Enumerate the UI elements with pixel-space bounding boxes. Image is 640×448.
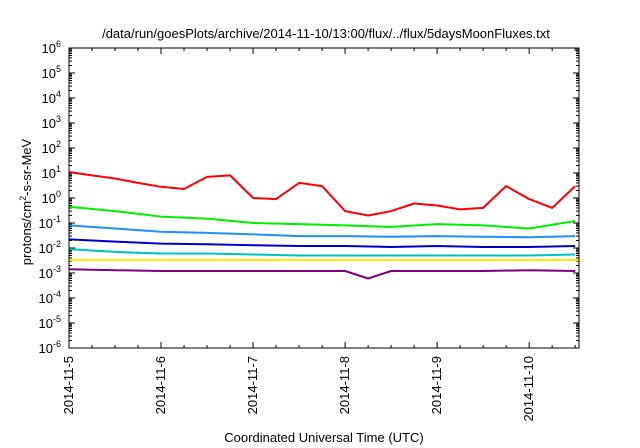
y-tick-label: 10-6 [39, 339, 61, 356]
y-tick-exponent: -4 [53, 289, 61, 299]
y-tick-base: 10 [39, 241, 53, 256]
y-tick-base: 10 [42, 116, 56, 131]
series-line-3 [68, 224, 576, 239]
y-tick-exponent: 1 [56, 164, 61, 174]
y-tick-base: 10 [39, 216, 53, 231]
y-tick-base: 10 [42, 166, 56, 181]
x-tick-label: 2014-11-10 [521, 356, 536, 422]
y-tick-label: 103 [42, 114, 61, 131]
y-tick-exponent: 6 [56, 39, 61, 49]
y-tick-base: 10 [42, 91, 56, 106]
y-tick-exponent: -1 [53, 214, 61, 224]
series-line-7 [68, 268, 576, 280]
x-tick-label: 2014-11-6 [153, 356, 168, 414]
y-axis: 10610510410310210110010-110-210-310-410-… [39, 39, 579, 356]
x-axis: 2014-11-5 2014-11-6 2014-11-7 2014-11-8 2014… [61, 48, 576, 422]
x-tick-label: 2014-11-7 [245, 356, 260, 414]
y-axis-label-suffix: -s-sr-MeV [19, 138, 34, 195]
y-tick-exponent: 0 [56, 189, 61, 199]
y-tick-exponent: -3 [53, 264, 61, 274]
x-axis-label: Coordinated Universal Time (UTC) [224, 430, 423, 445]
y-tick-base: 10 [42, 41, 56, 56]
y-tick-exponent: -5 [53, 314, 61, 324]
y-tick-label: 105 [42, 64, 61, 81]
y-tick-label: 104 [42, 89, 61, 106]
y-tick-exponent: 2 [56, 139, 61, 149]
x-tick-label: 2014-11-9 [429, 356, 444, 414]
x-tick-label: 2014-11-8 [337, 356, 352, 414]
y-tick-label: 10-1 [39, 214, 61, 231]
series-line-5 [68, 248, 576, 257]
y-tick-exponent: -2 [53, 239, 61, 249]
y-tick-base: 10 [42, 141, 56, 156]
y-tick-label: 100 [42, 189, 61, 206]
x-tick-label: 2014-11-5 [61, 356, 76, 414]
y-tick-label: 10-3 [39, 264, 61, 281]
y-tick-label: 10-5 [39, 314, 61, 331]
y-tick-label: 10-2 [39, 239, 61, 256]
series-line-2 [68, 205, 576, 230]
y-axis-label-prefix: protons/cm [19, 201, 34, 265]
y-axis-label: protons/cm2-s-sr-MeV [18, 138, 34, 265]
y-tick-base: 10 [42, 191, 56, 206]
plot-series [68, 171, 579, 280]
y-tick-exponent: 4 [56, 89, 61, 99]
chart-title: /data/run/goesPlots/archive/2014-11-10/1… [102, 26, 550, 41]
y-axis-label-superscript: 2 [18, 196, 28, 201]
y-tick-exponent: 5 [56, 64, 61, 74]
y-tick-label: 101 [42, 164, 61, 181]
y-tick-label: 10-4 [39, 289, 61, 306]
y-tick-base: 10 [39, 291, 53, 306]
series-line-4 [68, 238, 576, 248]
plot-frame [68, 47, 580, 349]
y-tick-base: 10 [39, 316, 53, 331]
y-tick-label: 106 [42, 39, 61, 56]
y-tick-base: 10 [39, 341, 53, 356]
y-tick-base: 10 [39, 266, 53, 281]
y-tick-label: 102 [42, 139, 61, 156]
y-tick-exponent: 3 [56, 114, 61, 124]
y-tick-exponent: -6 [53, 339, 61, 349]
y-tick-base: 10 [42, 66, 56, 81]
series-line-1 [68, 171, 576, 217]
